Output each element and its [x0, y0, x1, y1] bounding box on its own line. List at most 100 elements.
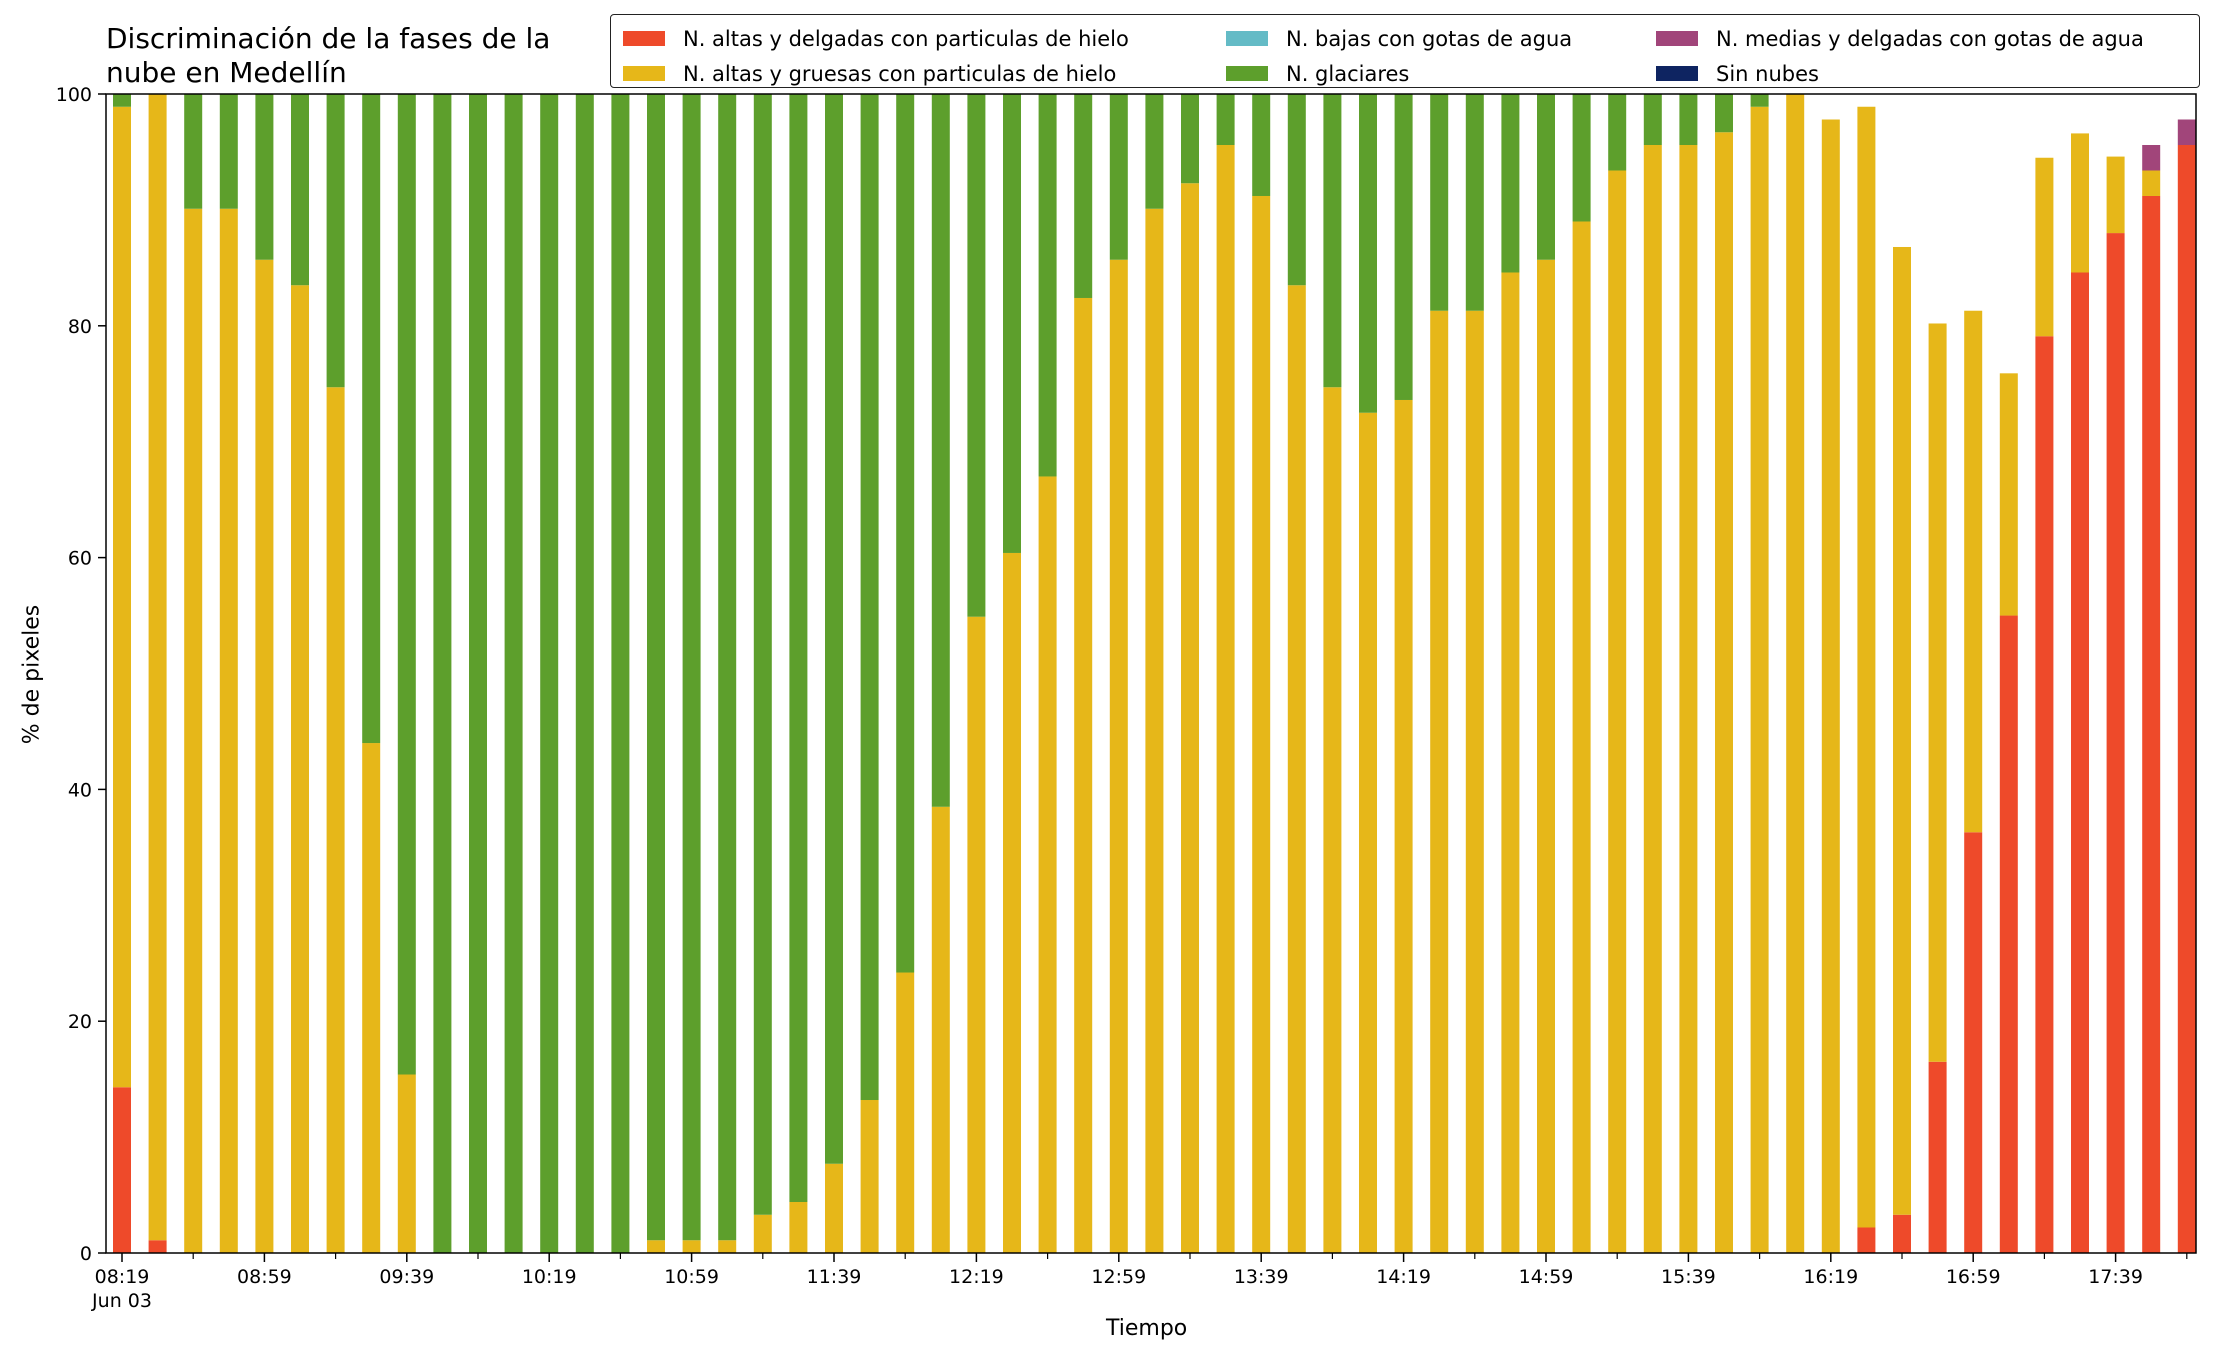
bar-segment [113, 1087, 131, 1253]
bar-segment [219, 208, 238, 1254]
bar-segment [1786, 94, 1805, 1253]
bar-segment [682, 94, 701, 1241]
bar-segment [540, 94, 559, 1253]
bar-segment [2035, 157, 2054, 337]
bar-segment [1715, 132, 1733, 1253]
x-tick-label: 14:59 [1519, 1266, 1574, 1288]
legend-item: N. glaciares [1226, 56, 1656, 91]
bar-segment [1252, 195, 1271, 1254]
bar-segment [2071, 133, 2089, 273]
bar-segment [1109, 259, 1128, 1253]
legend-swatch [1226, 66, 1268, 81]
x-tick-label: 09:39 [379, 1266, 434, 1288]
bar-segment [2177, 145, 2196, 1253]
legend-swatch [1656, 66, 1698, 81]
bar-segment [1857, 106, 1876, 1228]
bar-segment [2177, 119, 2196, 145]
legend-item: N. altas y gruesas con particulas de hie… [623, 56, 1226, 91]
y-tick-label: 60 [68, 548, 92, 570]
y-tick-label: 100 [56, 84, 92, 106]
legend-swatch [623, 66, 665, 81]
bar-segment [718, 1240, 737, 1253]
bar-segment [1501, 272, 1520, 1253]
bar-segment [967, 94, 986, 617]
bar-segment [789, 94, 808, 1202]
bar-segment [1999, 373, 2018, 616]
bar-segment [1252, 94, 1271, 196]
chart-legend: N. altas y delgadas con particulas de hi… [610, 14, 2200, 88]
legend-item: N. altas y delgadas con particulas de hi… [623, 21, 1226, 56]
x-tick-label: 12:19 [949, 1266, 1004, 1288]
bar-segment [255, 259, 274, 1253]
x-tick-label: 16:59 [1946, 1266, 2001, 1288]
chart-title-line-2: nube en Medellín [106, 56, 347, 89]
bar-segment [575, 94, 594, 1253]
bar-segment [1323, 94, 1342, 388]
y-tick-label: 40 [68, 779, 92, 801]
bar-segment [1608, 94, 1627, 171]
bar-segment [1537, 259, 1555, 1253]
x-tick-label: 15:39 [1661, 1266, 1716, 1288]
bar-segment [1430, 310, 1449, 1254]
bar-segment [682, 1240, 701, 1253]
bar-segment [1181, 94, 1199, 184]
plot-frame [105, 93, 2197, 1254]
bar-segment [2035, 336, 2054, 1254]
bar-segment [2142, 195, 2161, 1254]
bar-segment [1465, 94, 1484, 311]
bar-segment [1003, 94, 1021, 553]
bar-segment [1501, 94, 1520, 273]
bar-segment [860, 94, 879, 1101]
bar-segment [291, 285, 309, 1253]
legend-swatch [1656, 31, 1698, 46]
legend-label: N. bajas con gotas de agua [1286, 26, 1573, 51]
legend-label: N. altas y gruesas con particulas de hie… [683, 61, 1117, 86]
bar-segment [1287, 285, 1306, 1253]
bar-segment [113, 106, 131, 1088]
bar-segment [896, 972, 915, 1253]
bar-segment [1643, 94, 1662, 145]
legend-label: N. medias y delgadas con gotas de agua [1716, 26, 2144, 51]
bar-segment [1359, 412, 1377, 1254]
bar-segment [148, 94, 167, 1241]
bar-segment [2106, 156, 2125, 234]
x-tick-label: 10:19 [522, 1266, 577, 1288]
legend-label: Sin nubes [1716, 61, 1819, 86]
bar-segment [2142, 170, 2161, 196]
legend-item: N. medias y delgadas con gotas de agua [1656, 21, 2187, 56]
bar-segment [1287, 94, 1306, 286]
legend-item: Sin nubes [1656, 56, 2187, 91]
bar-segment [1038, 476, 1057, 1254]
bar-segment [860, 1100, 879, 1253]
bar-segment [896, 94, 915, 973]
bar-segment [2071, 272, 2089, 1253]
bar-segment [362, 743, 381, 1253]
bar-segment [825, 94, 843, 1164]
bar-segment [1109, 94, 1128, 260]
bar-segment [1216, 145, 1235, 1253]
bar-segment [113, 94, 131, 107]
legend-swatch [623, 31, 665, 46]
bar-segment [1430, 94, 1449, 311]
legend-swatch [1226, 31, 1268, 46]
bar-segment [1679, 94, 1698, 145]
bar-segment [931, 806, 950, 1253]
bar-segment [753, 94, 772, 1215]
bar-segment [1145, 208, 1164, 1254]
bar-segment [397, 94, 416, 1075]
bar-segment [1964, 832, 1983, 1253]
bar-segment [1572, 221, 1591, 1254]
bar-segment [1928, 323, 1947, 1062]
y-tick-label: 20 [68, 1011, 92, 1033]
bar-segment [184, 94, 203, 209]
bar-segment [967, 616, 986, 1253]
bar-segment [1216, 94, 1235, 145]
bar-segment [1821, 119, 1840, 1253]
bar-segment [1038, 94, 1057, 477]
bar-segment [1003, 552, 1021, 1253]
bar-segment [647, 1240, 665, 1253]
bar-segment [825, 1163, 843, 1253]
bar-segment [362, 94, 381, 744]
bar-segment [1537, 94, 1555, 260]
bar-segment [1999, 615, 2018, 1253]
